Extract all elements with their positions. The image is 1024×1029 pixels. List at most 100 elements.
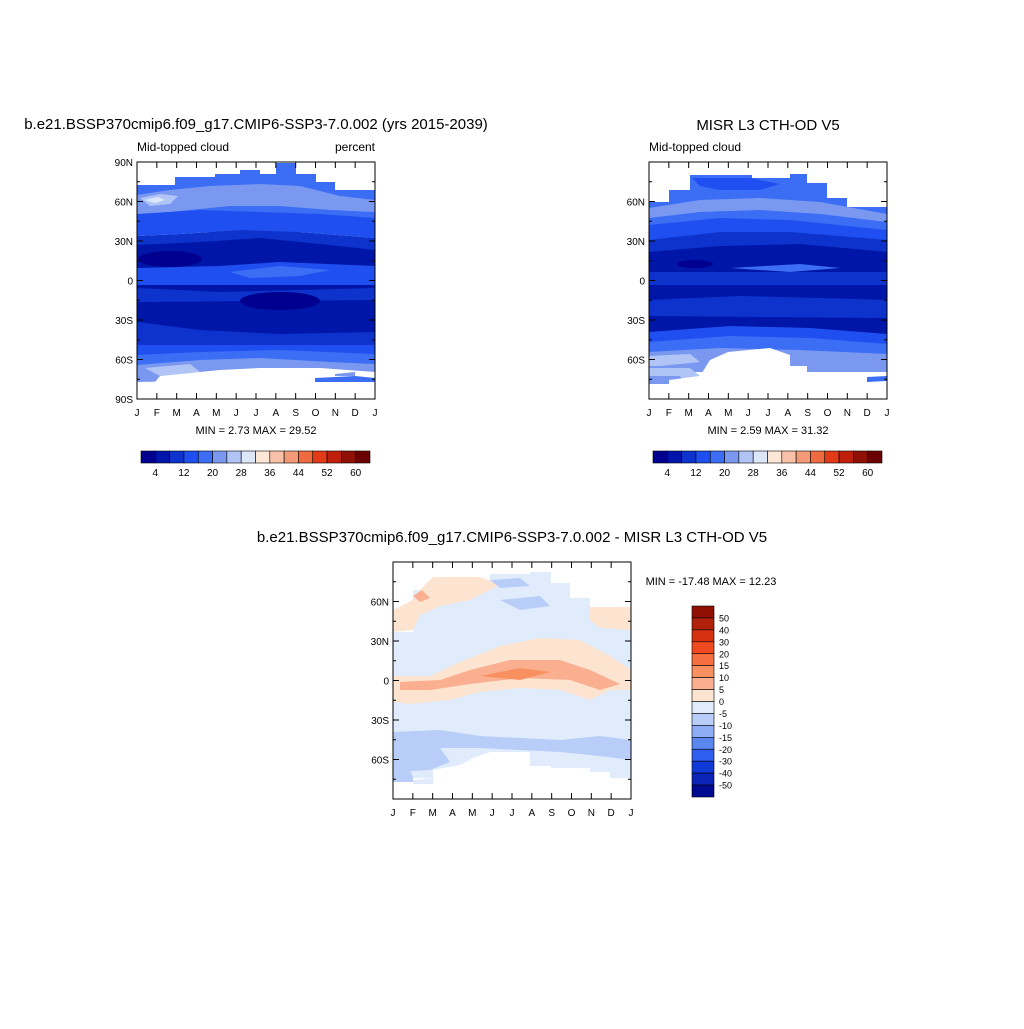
colorbar-label: -15 [719,733,732,743]
x-tick-label: J [766,408,771,419]
colorbar-box [283,450,299,464]
x-tick-label: F [410,808,416,819]
y-tick-label: 60N [627,198,645,209]
colorbar-label: 36 [776,468,788,479]
y-tick-label: 60S [371,756,389,767]
colorbar-label: 44 [805,468,817,479]
panel-model-subtitle-right: percent [335,140,376,154]
colorbar-box [724,450,740,464]
y-tick-label: 60N [371,598,389,609]
colorbar-box [738,450,754,464]
colorbar-box [752,450,768,464]
colorbar-box [691,772,715,786]
colorbar-box [709,450,725,464]
x-tick-label: D [608,808,615,819]
x-tick-label: J [647,408,652,419]
colorbar-label: 4 [153,468,159,479]
y-tick-label: 60S [627,356,645,367]
x-tick-label: D [864,408,871,419]
x-tick-label: N [332,408,339,419]
x-tick-label: F [154,408,160,419]
x-tick-label: O [568,808,576,819]
colorbar-box [767,450,783,464]
colorbar-box [691,689,715,702]
panel-obs-stats: MIN = 2.59 MAX = 31.32 [707,425,828,437]
x-tick-label: A [272,408,279,419]
y-tick-label: 30S [115,316,133,327]
x-tick-label: M [172,408,180,419]
colorbar-box [824,450,840,464]
panel-diff-y-axis: 60N 30N 0 30S 60S [371,561,631,800]
colorbar-box [695,450,711,464]
colorbar-label: -30 [719,757,732,767]
x-tick-label: O [824,408,832,419]
colorbar-label: -5 [719,709,727,719]
x-tick-label: J [135,408,140,419]
x-tick-label: M [428,808,436,819]
x-tick-label: M [468,808,476,819]
colorbar-box [341,450,356,464]
x-tick-label: S [548,808,555,819]
colorbar-label: 28 [236,468,248,479]
colorbar-box [691,665,715,678]
panel-model-y-axis: 90N 60N 30N 0 30S 60S 90S [115,158,375,406]
y-tick-label: 30N [115,237,133,248]
colorbar-box [691,629,715,643]
colorbar-label: 20 [719,468,731,479]
y-tick-label: 0 [639,277,645,288]
colorbar-box [691,653,715,666]
colorbar-box [795,450,811,464]
panel-model-field [137,162,375,399]
colorbar-label: 15 [719,661,729,671]
x-tick-label: J [373,408,378,419]
colorbar-box [355,450,371,464]
panel-obs-subtitle-left: Mid-topped cloud [649,140,741,154]
x-tick-label: J [490,808,495,819]
panel-obs-field [649,162,887,399]
colorbar-box [691,737,715,750]
colorbar-label: 0 [719,697,724,707]
y-tick-label: 60N [115,198,133,209]
colorbar-box [140,450,156,464]
colorbar-label: 5 [719,685,724,695]
colorbar-box [681,450,697,464]
colorbar-box [691,605,715,619]
colorbar-box [240,450,256,464]
colorbar-label: 36 [264,468,276,479]
colorbar-label: -50 [719,781,732,791]
x-tick-label: N [844,408,851,419]
y-tick-label: 60S [115,356,133,367]
colorbar-label: 60 [862,468,874,479]
colorbar-box [226,450,242,464]
x-tick-label: A [193,408,200,419]
colorbar-box [212,450,228,464]
x-tick-label: J [254,408,259,419]
colorbar-label: 52 [834,468,846,479]
colorbar-box [652,450,668,464]
colorbar-box [197,450,213,464]
panel-obs-colorbar: 4 12 20 28 36 44 52 60 [652,450,883,479]
y-tick-label: 0 [383,677,389,688]
y-tick-label: 30N [627,237,645,248]
colorbar-label: 44 [293,468,305,479]
colorbar-label: 50 [719,613,729,623]
colorbar-box [691,617,715,631]
panel-model-colorbar: 4 12 20 28 36 44 52 60 [140,450,371,479]
x-tick-label: J [234,408,239,419]
colorbar-label: 12 [690,468,702,479]
colorbar-box [691,641,715,655]
colorbar-label: 52 [322,468,334,479]
colorbar-label: 4 [665,468,671,479]
x-tick-label: J [885,408,890,419]
panel-model-stats: MIN = 2.73 MAX = 29.52 [195,425,316,437]
colorbar-box [691,784,715,798]
x-tick-label: A [449,808,456,819]
panel-diff-field [393,562,631,799]
colorbar-label: 28 [748,468,760,479]
x-tick-label: O [312,408,320,419]
colorbar-box [183,450,199,464]
